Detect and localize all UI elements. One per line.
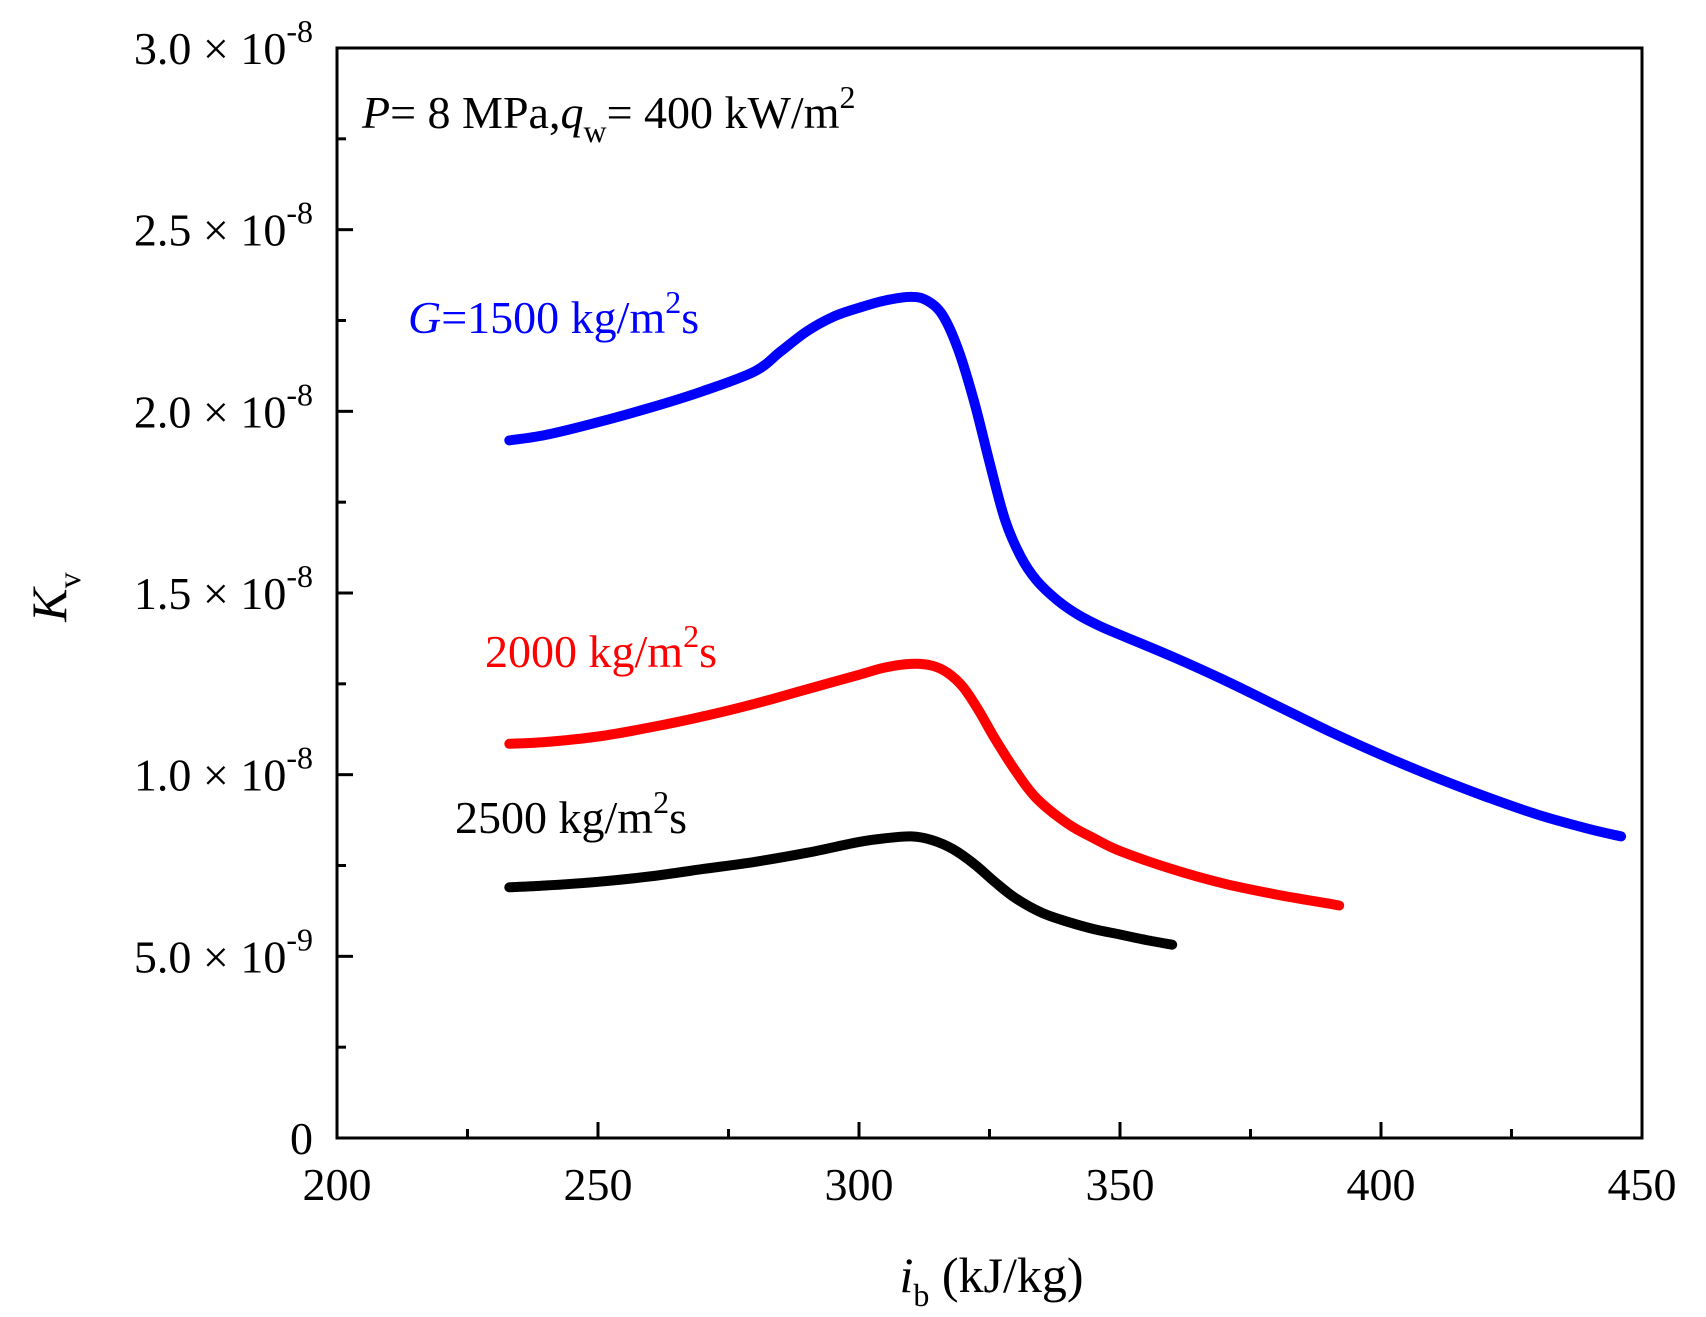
- annotation-p-var: P: [361, 87, 390, 138]
- y-tick-label: 2.0 × 10-8: [134, 376, 313, 437]
- series-label-g2000: 2000 kg/m2s: [485, 618, 717, 677]
- x-tick-label: 400: [1347, 1159, 1416, 1210]
- x-tick-label: 350: [1086, 1159, 1155, 1210]
- series-line-g1500: [504, 291, 1627, 842]
- axis-ticks: [335, 46, 1644, 1140]
- x-tick-label: 200: [303, 1159, 372, 1210]
- y-axis-label-main: K: [21, 586, 77, 623]
- annotation-q-var: q: [560, 87, 583, 138]
- series-label-g1500: G=1500 kg/m2s: [408, 284, 699, 343]
- annotation-q-sup: 2: [839, 79, 855, 115]
- y-tick-label: 0: [290, 1113, 313, 1164]
- plot-marks: [504, 291, 1627, 950]
- y-tick-label: 3.0 × 10-8: [134, 13, 313, 74]
- annotation-q-sub: w: [583, 113, 606, 149]
- condition-annotation: P= 8 MPa,qw= 400 kW/m2: [361, 79, 855, 149]
- x-axis-label-main: i: [899, 1247, 913, 1303]
- annotation-q-text: = 400 kW/m: [607, 87, 840, 138]
- y-tick-label: 1.5 × 10-8: [134, 558, 313, 619]
- y-tick-label: 2.5 × 10-8: [134, 195, 313, 256]
- series-label-g2500: 2500 kg/m2s: [455, 784, 687, 843]
- y-tick-label: 5.0 × 10-9: [134, 921, 313, 982]
- x-tick-label: 300: [825, 1159, 894, 1210]
- annotation-p-text: = 8 MPa,: [390, 87, 560, 138]
- x-tick-label: 250: [564, 1159, 633, 1210]
- y-axis-label: Kv: [21, 572, 87, 622]
- y-tick-label: 1.0 × 10-8: [134, 740, 313, 801]
- x-axis-label-rest: (kJ/kg): [929, 1247, 1083, 1303]
- y-axis-label-sub: v: [51, 572, 87, 588]
- series-line-g2500: [504, 831, 1178, 950]
- series-line-g2000: [504, 658, 1345, 911]
- x-axis-label: ib (kJ/kg): [899, 1247, 1083, 1313]
- x-tick-label: 450: [1608, 1159, 1677, 1210]
- x-axis-label-sub: b: [913, 1277, 929, 1313]
